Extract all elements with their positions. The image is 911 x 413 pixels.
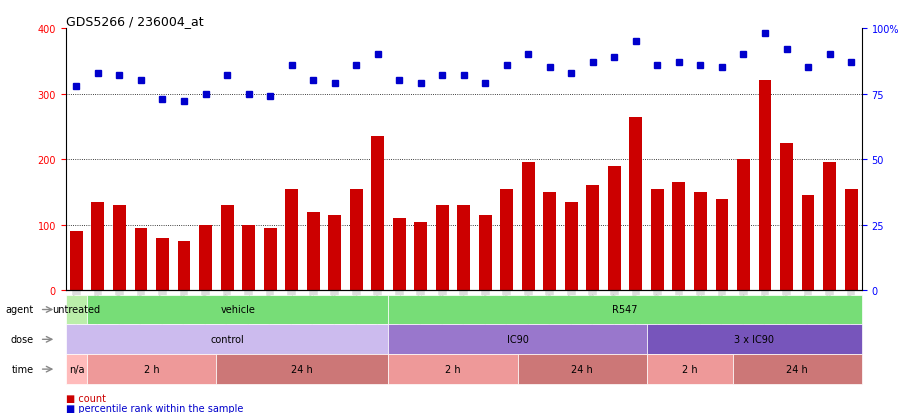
Bar <box>66 325 388 354</box>
Bar <box>328 216 341 291</box>
Bar <box>135 228 148 291</box>
Text: R547: R547 <box>611 305 637 315</box>
Bar <box>388 325 646 354</box>
Text: vehicle: vehicle <box>220 305 255 315</box>
Bar <box>220 206 233 291</box>
Bar <box>758 81 771 291</box>
Text: untreated: untreated <box>52 305 100 315</box>
Bar <box>823 163 835 291</box>
Text: 2 h: 2 h <box>445 364 460 374</box>
Bar <box>241 225 255 291</box>
Text: n/a: n/a <box>68 364 84 374</box>
Bar <box>646 354 732 384</box>
Text: 2 h: 2 h <box>681 364 697 374</box>
Bar <box>87 354 216 384</box>
Bar <box>844 189 856 291</box>
Text: 24 h: 24 h <box>785 364 807 374</box>
Bar <box>414 222 426 291</box>
Bar <box>564 202 578 291</box>
Bar <box>388 295 861 325</box>
Bar <box>306 212 319 291</box>
Bar <box>736 160 749 291</box>
Bar <box>263 228 276 291</box>
Bar <box>349 189 363 291</box>
Bar <box>715 199 728 291</box>
Bar <box>543 192 556 291</box>
Text: agent: agent <box>5 305 34 315</box>
Bar <box>646 325 861 354</box>
Bar <box>732 354 861 384</box>
Bar <box>801 196 814 291</box>
Bar <box>693 192 706 291</box>
Text: ■ count: ■ count <box>66 393 106 403</box>
Bar <box>435 206 448 291</box>
Bar <box>393 219 405 291</box>
Bar <box>91 202 104 291</box>
Bar <box>156 238 169 291</box>
Text: 24 h: 24 h <box>292 364 312 374</box>
Bar <box>371 137 384 291</box>
Text: 2 h: 2 h <box>144 364 159 374</box>
Bar <box>285 189 298 291</box>
Bar <box>216 354 388 384</box>
Bar <box>70 232 83 291</box>
Text: control: control <box>210 335 243 344</box>
Bar <box>586 186 599 291</box>
Bar <box>456 206 470 291</box>
Bar <box>608 166 620 291</box>
Bar <box>779 143 792 291</box>
Bar <box>671 183 685 291</box>
Text: dose: dose <box>10 335 34 344</box>
Text: 3 x IC90: 3 x IC90 <box>733 335 773 344</box>
Bar <box>500 189 513 291</box>
Text: time: time <box>12 364 34 374</box>
Bar <box>388 354 517 384</box>
Bar <box>517 354 646 384</box>
Bar <box>178 242 190 291</box>
Bar <box>113 206 126 291</box>
Text: 24 h: 24 h <box>570 364 592 374</box>
Bar <box>650 189 663 291</box>
Bar <box>66 295 87 325</box>
Text: GDS5266 / 236004_at: GDS5266 / 236004_at <box>66 15 203 28</box>
Bar <box>87 295 388 325</box>
Text: ■ percentile rank within the sample: ■ percentile rank within the sample <box>66 403 242 413</box>
Bar <box>66 354 87 384</box>
Bar <box>629 117 641 291</box>
Text: IC90: IC90 <box>506 335 527 344</box>
Bar <box>199 225 211 291</box>
Bar <box>521 163 534 291</box>
Bar <box>478 216 491 291</box>
